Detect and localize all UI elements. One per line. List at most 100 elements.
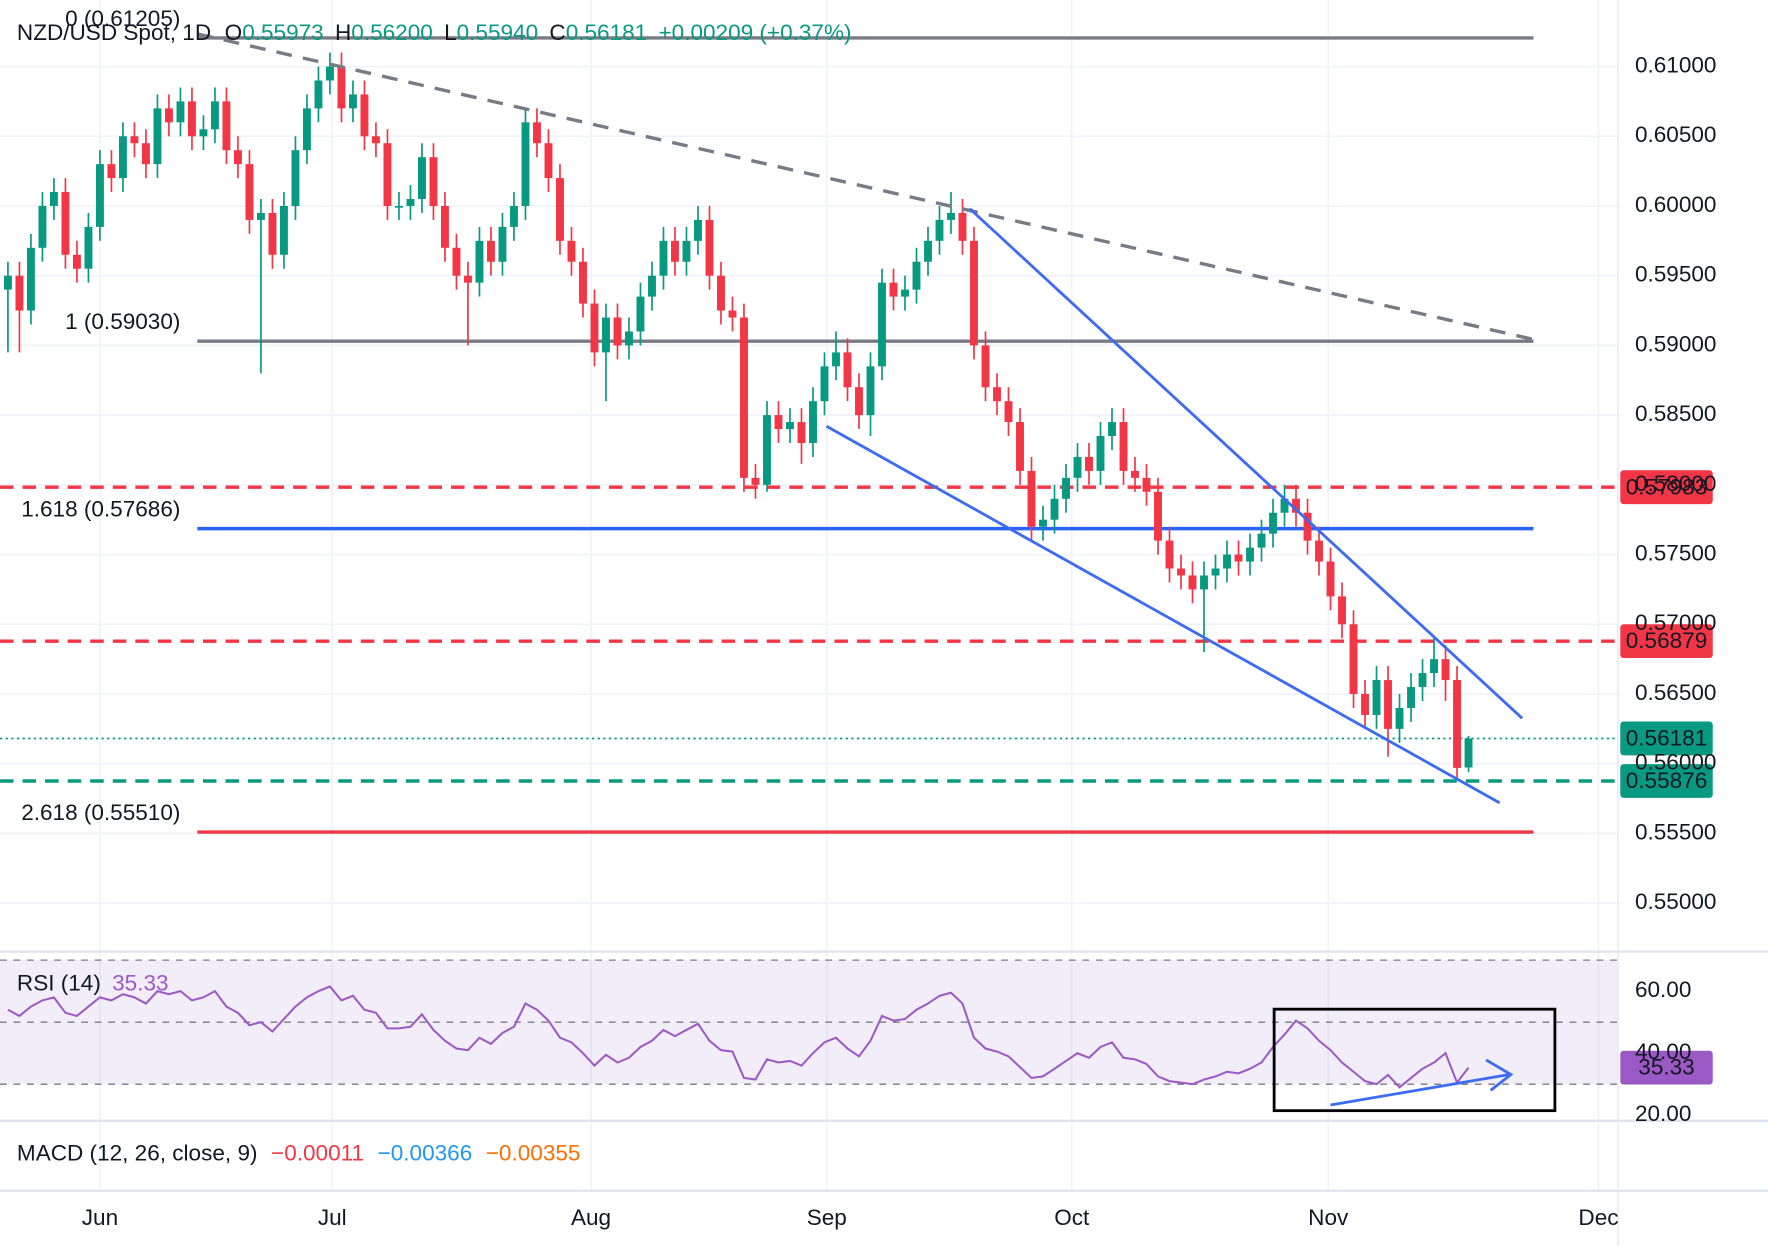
y-tick-label: 0.60000: [1635, 192, 1717, 217]
candle-body: [832, 352, 840, 367]
macd-value: −0.00355: [486, 1141, 581, 1166]
candle-body: [1177, 568, 1185, 576]
candle-body: [694, 219, 702, 241]
candle-body: [1004, 401, 1013, 423]
price-tag-label: 0.55876: [1626, 768, 1708, 793]
y-tick-label: 0.61000: [1635, 52, 1717, 77]
ohlc-value: 0.56200: [351, 20, 433, 45]
candle-body: [326, 66, 334, 81]
candle-body: [418, 157, 426, 200]
candle-body: [981, 345, 990, 388]
candle-body: [1108, 422, 1116, 437]
candle-body: [61, 192, 70, 255]
candle-body: [222, 101, 231, 151]
wedge-lower-line: [825, 425, 1501, 805]
candle-body: [544, 143, 553, 179]
ohlc-label: O: [225, 20, 243, 45]
candle-body: [1349, 624, 1358, 694]
rsi-title: RSI (14): [17, 970, 101, 995]
rsi-tick-label: 40.00: [1635, 1039, 1691, 1064]
candle-body: [993, 387, 1001, 402]
candle-body: [452, 247, 461, 276]
candle-body: [866, 366, 875, 416]
candle-body: [1453, 680, 1461, 768]
rsi-tag-label: 35.33: [1638, 1055, 1694, 1080]
candle-body: [1039, 519, 1047, 527]
resistance-trendline: [196, 32, 1534, 342]
candle-body: [521, 122, 530, 206]
candle-body: [1361, 693, 1369, 715]
candle-body: [1257, 533, 1266, 548]
rsi-line: [7, 985, 1470, 1089]
candle-body: [763, 415, 771, 485]
ohlc-label: C: [549, 20, 565, 45]
candle-body: [1188, 575, 1197, 590]
macd-value: −0.00366: [378, 1141, 473, 1166]
candle-body: [625, 331, 633, 346]
candle-body: [464, 275, 472, 283]
legend: NZD/USD Spot, 1D O0.55973 H0.56200 L0.55940…: [17, 20, 852, 45]
rsi-tick-label: 20.00: [1635, 1101, 1691, 1126]
candle-body: [1200, 575, 1208, 590]
candle-body: [820, 366, 829, 402]
macd-legend: MACD (12, 26, close, 9) −0.00011 −0.00366−…: [17, 1141, 581, 1166]
candle-body: [118, 136, 127, 179]
candle-body: [1085, 456, 1093, 471]
candle-body: [337, 66, 346, 109]
candle-body: [1441, 659, 1450, 681]
y-tick-label: 0.60500: [1635, 122, 1717, 147]
y-tick-label: 0.57500: [1635, 541, 1717, 566]
price-tag: [1620, 470, 1713, 505]
candle-body: [72, 254, 81, 269]
rsi-value: 35.33: [112, 970, 168, 995]
price-tag-label: 0.57983: [1626, 474, 1708, 499]
rsi-tick-label: 60.00: [1635, 977, 1691, 1002]
candle-body: [659, 240, 668, 276]
candle-body: [1211, 568, 1220, 576]
candle-body: [912, 261, 921, 290]
candle-body: [257, 212, 265, 220]
candle-body: [567, 240, 576, 262]
candle-body: [1096, 436, 1105, 471]
x-tick-label: Nov: [1308, 1205, 1349, 1230]
candle-body: [740, 317, 748, 478]
candle-body: [1165, 540, 1174, 569]
x-tick-label: Dec: [1578, 1205, 1618, 1230]
candle-body: [774, 415, 783, 430]
candle-body: [314, 80, 323, 109]
candle-body: [487, 240, 495, 262]
candle-body: [935, 219, 944, 241]
candle-body: [1119, 422, 1128, 471]
candle-body: [475, 240, 484, 283]
candle-body: [786, 422, 794, 430]
candle-body: [1418, 673, 1427, 688]
arrow-head: [1485, 1058, 1514, 1092]
candle-body: [234, 150, 242, 165]
candle-body: [797, 422, 806, 444]
candle-body: [188, 101, 196, 137]
rsi-panel: [0, 959, 1619, 1089]
y-tick-label: 0.56000: [1635, 750, 1717, 775]
candle-body: [1027, 470, 1036, 527]
candle-body: [1395, 707, 1404, 729]
price-tag: [1620, 624, 1713, 659]
y-tick-label: 0.59500: [1635, 262, 1717, 287]
candle-body: [901, 289, 909, 297]
candle-body: [164, 108, 173, 123]
x-tick-label: Aug: [571, 1205, 611, 1230]
price-tag-label: 0.56879: [1626, 628, 1708, 653]
price-tag: [1620, 764, 1713, 798]
divergence-box: [1272, 1007, 1557, 1113]
ohlc-label: H: [335, 20, 351, 45]
candle-body: [303, 108, 311, 151]
candle-body: [406, 199, 415, 206]
fib-label: 2.618 (0.55510): [21, 800, 180, 825]
candle-body: [1384, 680, 1392, 729]
symbol: NZD/USD Spot, 1D: [17, 20, 211, 45]
change: +0.00209 (+0.37%): [658, 20, 851, 45]
candle-body: [95, 164, 104, 227]
wedge-upper-line: [968, 207, 1524, 720]
fib-label: 0 (0.61205): [65, 6, 180, 31]
fib-label: 1 (0.59030): [65, 309, 180, 334]
